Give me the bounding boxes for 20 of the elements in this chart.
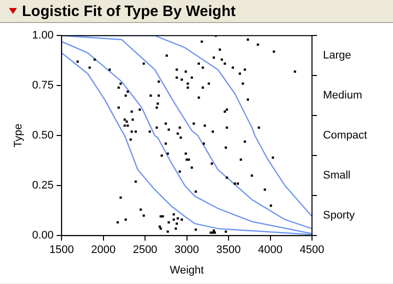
category-label: Sporty [322,210,355,222]
y-tick-label: 0.25 [32,180,54,192]
x-tick-label: 4500 [300,244,324,256]
x-tick-label: 3000 [174,244,200,256]
category-label: Compact [322,130,368,142]
y-tick-label: 1.00 [32,30,54,42]
y-tick-label: 0.50 [32,130,54,142]
x-tick-label: 2500 [132,244,158,256]
x-axis-title: Weight [170,264,204,276]
y-tick-label: 0.00 [32,230,54,242]
x-tick-label: 1500 [49,244,74,256]
x-tick-label: 3500 [216,244,241,256]
y-axis-title: Type [12,124,25,148]
category-label: Large [322,50,352,62]
x-tick-label: 4000 [258,244,282,256]
y-tick-label: 0.75 [32,80,54,92]
category-label: Small [322,170,350,182]
category-label: Medium [322,90,362,102]
chart-title: Logistic Fit of Type By Weight [22,2,236,20]
x-tick-label: 2000 [91,244,116,256]
